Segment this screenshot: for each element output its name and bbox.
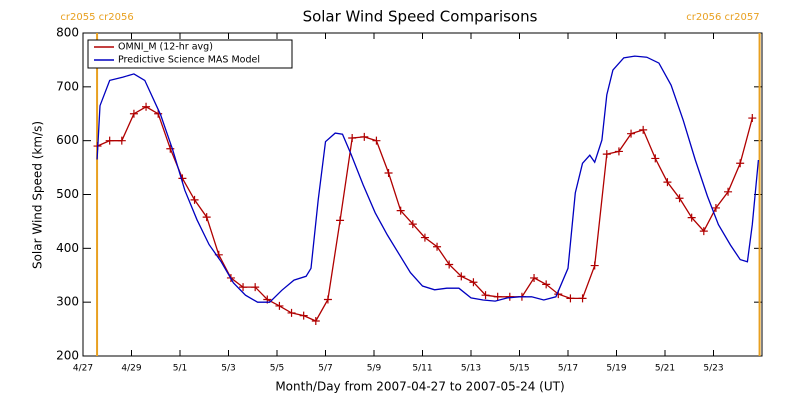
data-point xyxy=(530,273,539,282)
data-point xyxy=(311,317,320,326)
x-tick-label: 4/27 xyxy=(73,364,93,374)
y-tick-label: 500 xyxy=(56,187,79,201)
y-tick-label: 300 xyxy=(56,295,79,309)
series-line xyxy=(96,55,760,303)
data-point xyxy=(396,206,405,215)
data-point xyxy=(602,150,611,159)
data-point xyxy=(336,216,345,225)
data-point xyxy=(239,283,248,292)
y-tick-label: 200 xyxy=(56,349,79,363)
data-point xyxy=(348,133,357,142)
x-axis-label: Month/Day from 2007-04-27 to 2007-05-24 … xyxy=(275,380,564,394)
data-point xyxy=(190,195,199,204)
data-point xyxy=(748,114,757,123)
data-point xyxy=(711,203,720,212)
data-point xyxy=(117,136,126,145)
x-tick-label: 5/13 xyxy=(461,364,481,374)
data-point xyxy=(578,294,587,303)
data-point xyxy=(687,213,696,222)
data-point xyxy=(566,294,575,303)
data-point xyxy=(542,280,551,289)
carrington-label: cr2056 cr2057 xyxy=(686,12,759,23)
data-point xyxy=(433,242,442,251)
x-tick-label: 5/15 xyxy=(509,364,529,374)
y-tick-label: 400 xyxy=(56,241,79,255)
data-point xyxy=(639,125,648,134)
legend-label: OMNI_M (12-hr avg) xyxy=(118,42,213,53)
data-point xyxy=(699,227,708,236)
data-point xyxy=(408,220,417,229)
y-tick-label: 800 xyxy=(56,26,79,40)
legend-box xyxy=(87,39,293,69)
legend-label: Predictive Science MAS Model xyxy=(118,55,260,66)
x-tick-label: 5/7 xyxy=(318,364,332,374)
data-point xyxy=(299,311,308,320)
data-point xyxy=(724,187,733,196)
data-point xyxy=(142,102,151,111)
x-tick-label: 5/5 xyxy=(270,364,284,374)
data-point xyxy=(445,260,454,269)
x-tick-label: 5/17 xyxy=(558,364,578,374)
chart-title: Solar Wind Speed Comparisons xyxy=(303,8,538,26)
data-point xyxy=(736,159,745,168)
data-point xyxy=(590,261,599,270)
x-tick-label: 5/3 xyxy=(221,364,235,374)
data-point xyxy=(469,278,478,287)
x-tick-label: 5/21 xyxy=(655,364,675,374)
data-point xyxy=(372,136,381,145)
y-axis-label: Solar Wind Speed (km/s) xyxy=(31,121,45,269)
data-point xyxy=(105,136,114,145)
data-point xyxy=(420,233,429,242)
data-point xyxy=(505,292,514,301)
y-tick-label: 700 xyxy=(56,79,79,93)
x-tick-label: 5/9 xyxy=(367,364,382,374)
data-point xyxy=(493,292,502,301)
x-tick-label: 5/23 xyxy=(703,364,723,374)
data-point xyxy=(275,301,284,310)
data-point xyxy=(323,295,332,304)
data-point xyxy=(663,178,672,187)
y-tick-label: 600 xyxy=(56,133,79,147)
data-point xyxy=(202,213,211,222)
x-tick-label: 4/29 xyxy=(121,364,141,374)
data-point xyxy=(154,109,163,118)
data-point xyxy=(481,291,490,300)
x-tick-label: 5/19 xyxy=(606,364,626,374)
data-point xyxy=(457,272,466,281)
data-point xyxy=(129,109,138,118)
data-point xyxy=(360,132,369,141)
data-point xyxy=(384,168,393,177)
data-point xyxy=(614,147,623,156)
data-point xyxy=(651,154,660,163)
data-point xyxy=(287,308,296,317)
data-point xyxy=(675,194,684,203)
x-tick-label: 5/1 xyxy=(173,364,187,374)
data-point xyxy=(627,129,636,138)
x-tick-label: 5/11 xyxy=(412,364,432,374)
carrington-label: cr2055 cr2056 xyxy=(60,12,133,23)
data-point xyxy=(251,283,260,292)
